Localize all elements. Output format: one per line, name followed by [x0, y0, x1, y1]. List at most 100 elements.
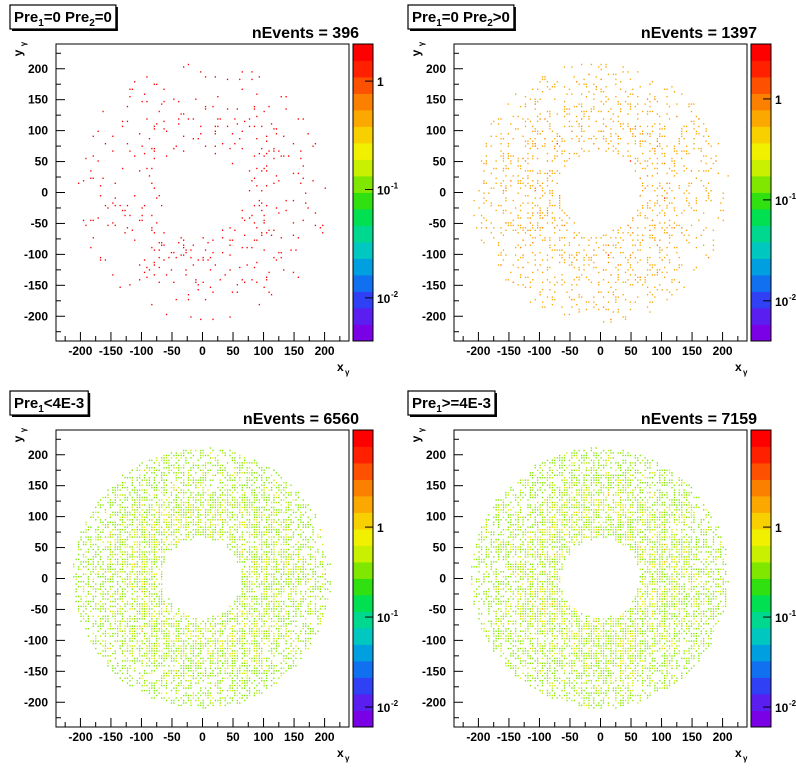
- heatmap-cell: [607, 256, 610, 259]
- heatmap-cell: [288, 519, 290, 521]
- heatmap-cell: [129, 546, 131, 548]
- heatmap-cell: [109, 551, 111, 553]
- heatmap-cell: [141, 541, 143, 543]
- heatmap-cell: [146, 499, 148, 501]
- heatmap-cell: [124, 232, 126, 234]
- heatmap-cell: [136, 524, 138, 526]
- heatmap-cell: [229, 689, 231, 692]
- heatmap-cell: [510, 224, 512, 227]
- heatmap-cell: [258, 521, 260, 523]
- heatmap-cell: [139, 489, 141, 491]
- heatmap-cell: [156, 578, 158, 580]
- heatmap-cell: [563, 224, 566, 227]
- heatmap-cell: [104, 496, 107, 499]
- heatmap-cell: [200, 533, 202, 536]
- heatmap-cell: [288, 561, 290, 563]
- heatmap-cell: [285, 561, 287, 563]
- heatmap-cell: [139, 556, 141, 558]
- heatmap-cell: [563, 259, 566, 261]
- heatmap-cell: [251, 583, 253, 585]
- heatmap-cell: [571, 138, 573, 140]
- heatmap-cell: [197, 660, 199, 662]
- heatmap-cell: [507, 157, 509, 160]
- heatmap-cell: [283, 529, 285, 531]
- colorbar-swatch: [751, 44, 771, 61]
- heatmap-cell: [529, 229, 531, 231]
- heatmap-cell: [551, 160, 553, 162]
- heatmap-cell: [224, 477, 226, 479]
- heatmap-cell: [231, 699, 234, 702]
- heatmap-cell: [204, 529, 207, 531]
- heatmap-cell: [556, 113, 558, 115]
- heatmap-cell: [158, 256, 160, 259]
- heatmap-cell: [537, 115, 539, 118]
- heatmap-cell: [671, 160, 673, 162]
- heatmap-cell: [226, 514, 229, 516]
- heatmap-cell: [251, 551, 253, 553]
- heatmap-cell: [175, 660, 177, 662]
- heatmap-cell: [505, 175, 507, 177]
- heatmap-cell: [139, 571, 141, 573]
- heatmap-cell: [148, 645, 151, 647]
- heatmap-cell: [78, 182, 80, 184]
- heatmap-cell: [202, 662, 204, 664]
- heatmap-cell: [241, 71, 243, 73]
- heatmap-cell: [588, 244, 590, 246]
- heatmap-cell: [126, 227, 129, 229]
- heatmap-cell: [236, 526, 238, 528]
- heatmap-cell: [99, 642, 102, 645]
- heatmap-cell: [253, 266, 256, 269]
- heatmap-cell: [241, 615, 243, 617]
- heatmap-cell: [253, 657, 256, 660]
- heatmap-cell: [200, 645, 202, 647]
- heatmap-cell: [234, 536, 236, 538]
- heatmap-cell: [168, 504, 170, 506]
- heatmap-cell: [129, 603, 131, 605]
- heatmap-cell: [541, 145, 544, 147]
- heatmap-cell: [285, 484, 287, 486]
- heatmap-cell: [163, 635, 165, 637]
- heatmap-cell: [251, 605, 253, 608]
- heatmap-cell: [319, 605, 321, 608]
- heatmap-cell: [288, 491, 290, 494]
- heatmap-cell: [183, 66, 185, 68]
- heatmap-cell: [583, 115, 585, 118]
- heatmap-cell: [534, 197, 536, 199]
- heatmap-cell: [261, 190, 263, 192]
- heatmap-cell: [554, 298, 556, 301]
- heatmap-cell: [200, 496, 202, 499]
- heatmap-cell: [156, 593, 158, 595]
- heatmap-cell: [151, 459, 153, 462]
- heatmap-cell: [268, 608, 270, 610]
- heatmap-cell: [175, 531, 177, 533]
- heatmap-cell: [244, 548, 246, 551]
- heatmap-cell: [266, 499, 268, 501]
- heatmap-cell: [554, 98, 556, 100]
- heatmap-cell: [495, 167, 497, 170]
- heatmap-cell: [502, 157, 505, 160]
- heatmap-cell: [253, 645, 256, 647]
- heatmap-cell: [236, 474, 238, 476]
- heatmap-cell: [170, 269, 173, 271]
- heatmap-cell: [490, 187, 492, 189]
- heatmap-cell: [207, 499, 209, 501]
- heatmap-cell: [290, 546, 292, 548]
- heatmap-cell: [202, 533, 204, 536]
- heatmap-cell: [253, 623, 256, 625]
- heatmap-cell: [595, 138, 597, 140]
- heatmap-cell: [502, 190, 505, 192]
- heatmap-cell: [236, 652, 238, 655]
- heatmap-cell: [185, 526, 187, 528]
- heatmap-cell: [290, 630, 292, 632]
- heatmap-cell: [175, 499, 177, 501]
- heatmap-cell: [214, 640, 216, 642]
- heatmap-cell: [175, 536, 177, 538]
- heatmap-cell: [170, 516, 173, 518]
- heatmap-cell: [275, 541, 278, 543]
- colorbar-swatch: [751, 275, 771, 292]
- heatmap-cell: [261, 538, 263, 541]
- heatmap-cell: [512, 264, 514, 266]
- heatmap-cell: [229, 632, 231, 635]
- heatmap-cell: [280, 531, 282, 533]
- heatmap-cell: [688, 192, 690, 194]
